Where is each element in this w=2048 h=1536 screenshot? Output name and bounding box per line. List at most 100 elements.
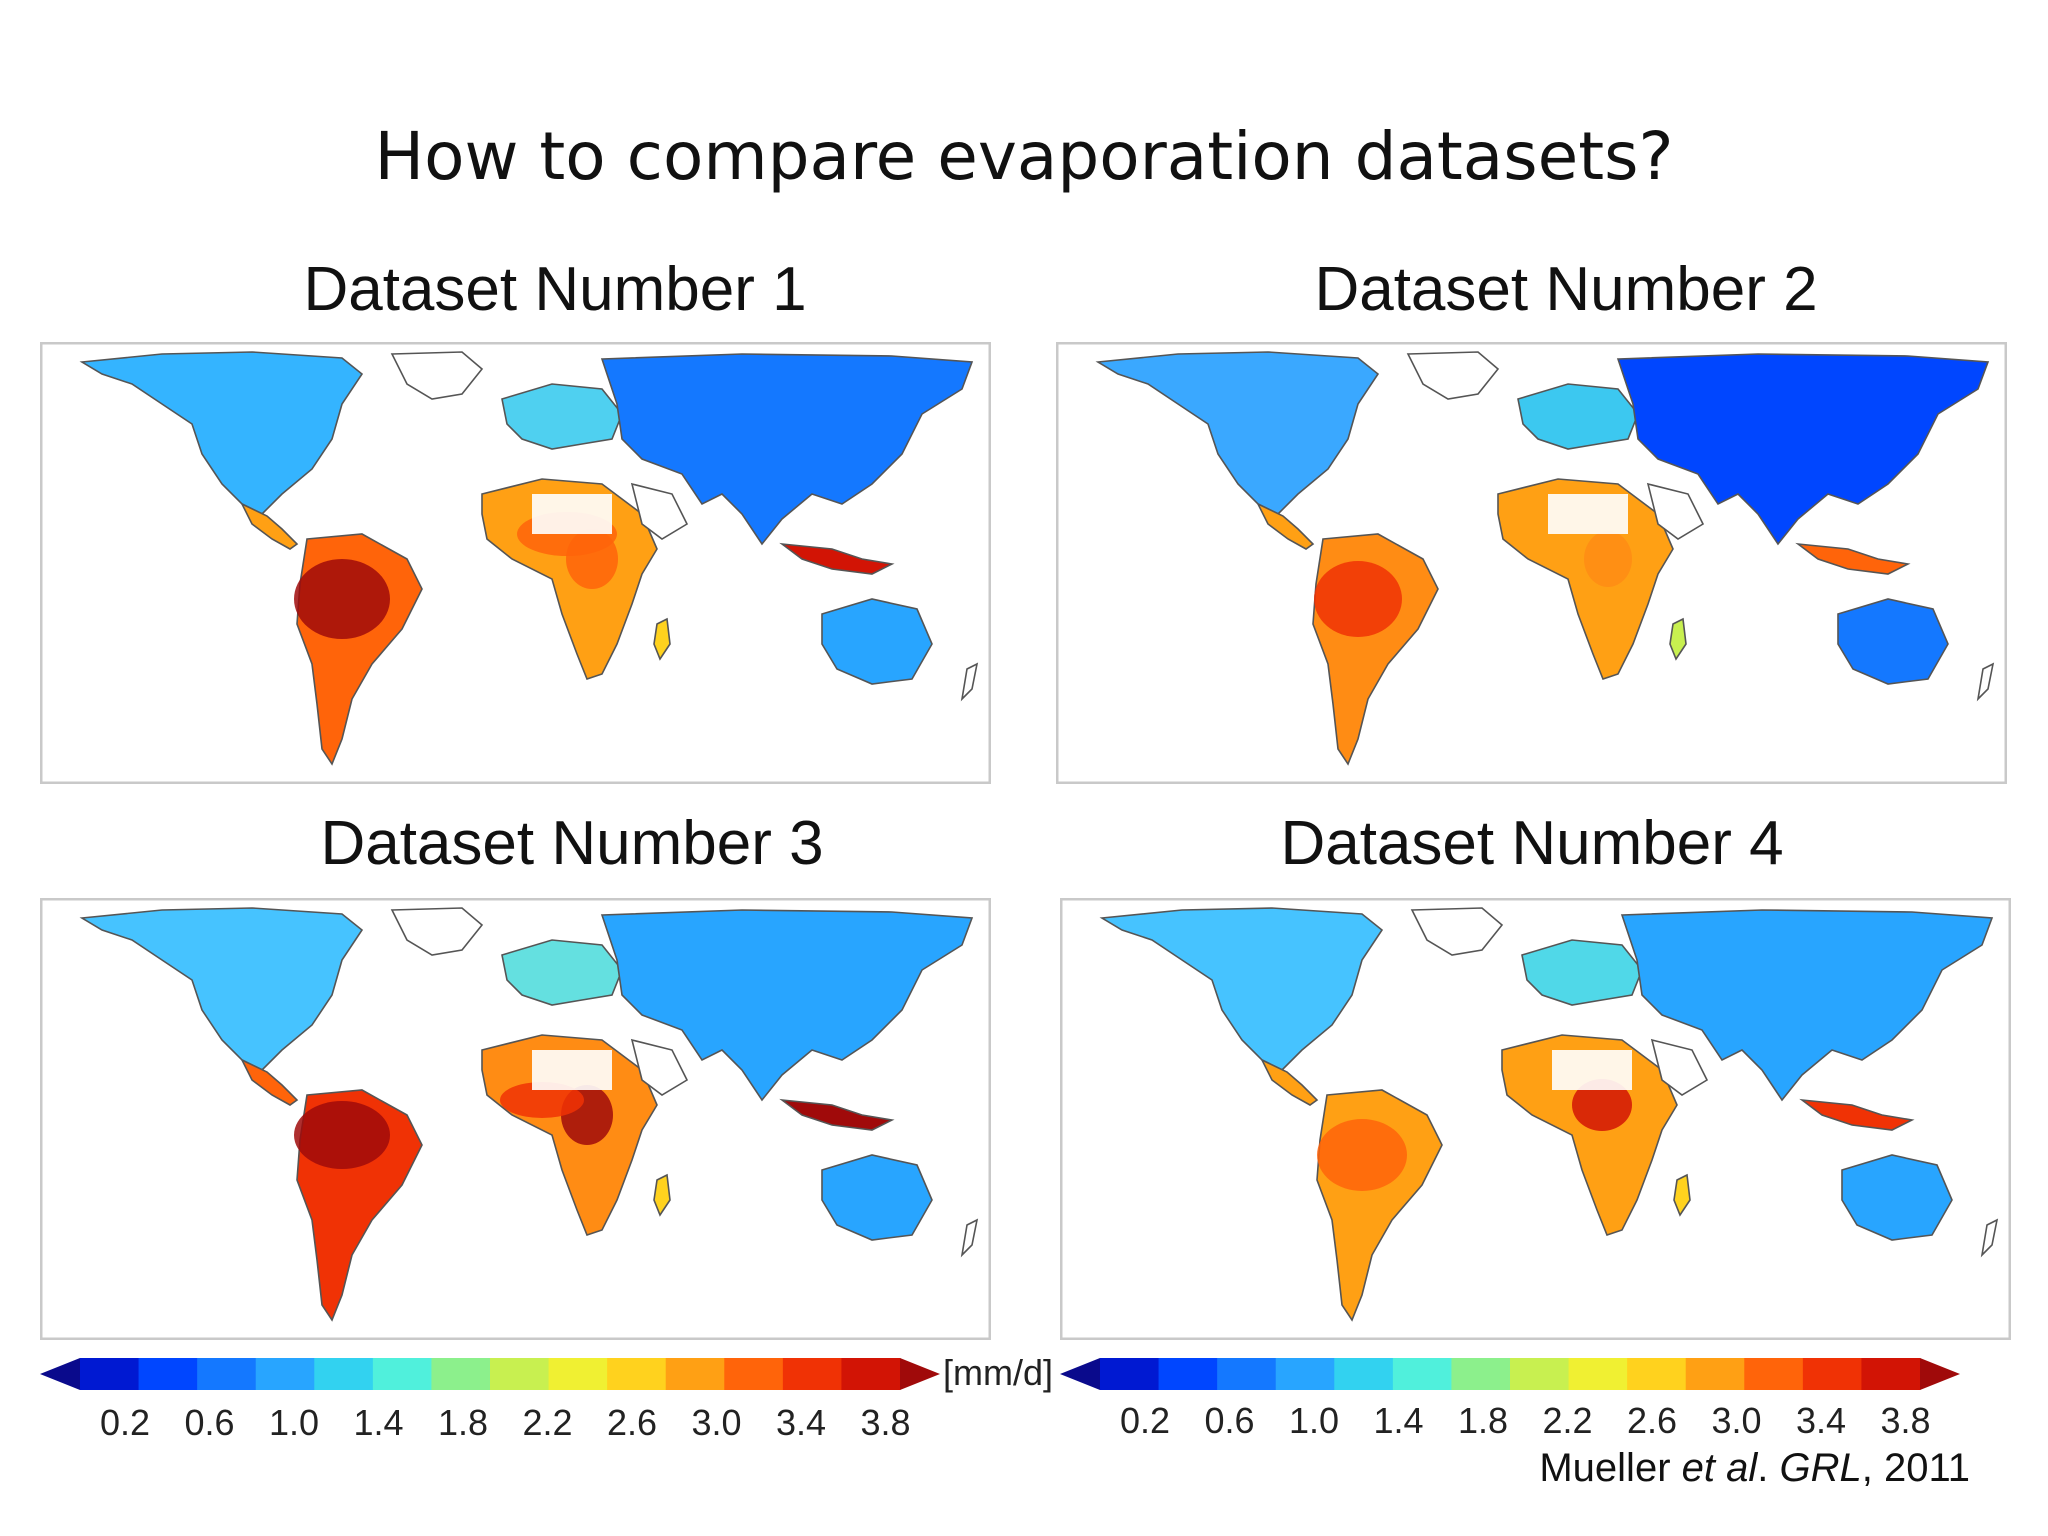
world-map-4 <box>1062 900 2009 1338</box>
landmass-australia <box>821 598 933 685</box>
landmass-europe <box>501 383 623 450</box>
landmass-greenland <box>1406 351 1500 400</box>
map-panel-3 <box>40 898 991 1340</box>
colorbar-swatch <box>431 1358 491 1390</box>
landmass-nz <box>1976 662 1995 702</box>
world-map-3 <box>42 900 989 1338</box>
colorbar-swatch <box>548 1358 608 1390</box>
landmass-nz <box>960 662 979 702</box>
landmass-arabia <box>630 482 689 540</box>
colorbar-tick-label: 2.2 <box>522 1402 573 1443</box>
colorbar-swatch <box>665 1358 725 1390</box>
colorbar-swatch <box>138 1358 198 1390</box>
landmass-nz <box>1980 1218 1999 1258</box>
colorbar-swatch <box>1158 1358 1218 1390</box>
citation-period: . <box>1757 1446 1769 1490</box>
colorbar-swatch <box>1861 1358 1921 1390</box>
landmass-nz <box>960 1218 979 1258</box>
panel-title-2: Dataset Number 2 <box>1314 255 1818 324</box>
colorbar-tick-label: 1.0 <box>268 1402 320 1443</box>
colorbar-swatch <box>255 1358 315 1390</box>
landmass-asia <box>600 909 974 1102</box>
colorbar-ticks-right: 0.2 0.6 1.0 1.4 1.8 2.2 2.6 3.0 3.4 3.8 <box>1060 1400 1960 1444</box>
landmass-centralAmerica <box>240 1058 299 1106</box>
citation: Mueller et al. GRL, 2011 <box>1539 1446 1970 1491</box>
colorbar-swatch <box>80 1358 140 1390</box>
colorbar-tick-label: 0.6 <box>1204 1400 1255 1441</box>
landmass-europe <box>501 939 623 1006</box>
colorbar-swatch <box>1100 1358 1160 1390</box>
colorbar-swatch <box>1451 1358 1511 1390</box>
landmass-northAmerica <box>79 907 364 1071</box>
landmass-madagascar <box>653 617 671 661</box>
landmass-asia <box>1620 909 1994 1102</box>
colorbar-swatch <box>607 1358 667 1390</box>
colorbar-right <box>1060 1358 1960 1390</box>
colorbar-swatch <box>1392 1358 1452 1390</box>
landmass-australia <box>1837 598 1949 685</box>
colorbar-tick-label: 1.4 <box>353 1402 404 1443</box>
colorbar-arrow-low <box>40 1358 80 1390</box>
landmass-madagascar <box>1669 617 1687 661</box>
slide-title: How to compare evaporation datasets? <box>374 118 1674 195</box>
colorbar-left <box>40 1358 940 1390</box>
colorbar-tick-label: 3.0 <box>691 1402 742 1443</box>
colorbar-swatch <box>1627 1358 1687 1390</box>
landmass-greenland <box>390 907 484 956</box>
map-panel-2 <box>1056 342 2007 784</box>
world-map-1 <box>42 344 989 782</box>
citation-etal: et al <box>1681 1446 1758 1490</box>
landmass-arabia <box>1650 1038 1709 1096</box>
colorbar-swatch <box>1217 1358 1277 1390</box>
colorbar-tick-label: 0.6 <box>184 1402 235 1443</box>
colorbar-swatch <box>1568 1358 1628 1390</box>
landmass-centralAmerica <box>1260 1058 1319 1106</box>
citation-journal: GRL <box>1779 1446 1862 1490</box>
colorbar-swatch <box>1744 1358 1804 1390</box>
panel-title-3: Dataset Number 3 <box>320 809 824 878</box>
colorbar-swatch <box>1510 1358 1570 1390</box>
landmass-indonesia <box>1795 542 1911 575</box>
colorbar-tick-label: 3.8 <box>860 1402 911 1443</box>
colorbar-ticks-left: 0.2 0.6 1.0 1.4 1.8 2.2 2.6 3.0 3.4 3.8 <box>40 1402 940 1446</box>
landmass-centralAmerica <box>1256 502 1315 550</box>
high-evaporation-region <box>1314 561 1402 637</box>
landmass-madagascar <box>1673 1173 1691 1217</box>
colorbar-tick-label: 2.6 <box>606 1402 658 1443</box>
colorbar-swatch <box>372 1358 432 1390</box>
colorbar-tick-label: 3.4 <box>1795 1400 1847 1441</box>
colorbar-tick-label: 1.0 <box>1288 1400 1340 1441</box>
sahara-no-data <box>532 494 612 534</box>
landmass-arabia <box>1646 482 1705 540</box>
landmass-northAmerica <box>1099 907 1384 1071</box>
high-evaporation-region <box>1572 1079 1632 1131</box>
colorbar-tick-label: 2.6 <box>1626 1400 1678 1441</box>
sahara-no-data <box>532 1050 612 1090</box>
landmass-indonesia <box>1799 1098 1915 1131</box>
landmass-greenland <box>390 351 484 400</box>
landmass-madagascar <box>653 1173 671 1217</box>
high-evaporation-region <box>1584 531 1632 587</box>
panel-title-4: Dataset Number 4 <box>1280 809 1784 878</box>
landmass-arabia <box>630 1038 689 1096</box>
colorbar-swatch <box>782 1358 842 1390</box>
map-panel-1 <box>40 342 991 784</box>
high-evaporation-region <box>294 559 390 639</box>
landmass-africa <box>1501 1034 1678 1236</box>
colorbar-swatch <box>841 1358 901 1390</box>
citation-year: , 2011 <box>1861 1446 1970 1490</box>
panel-title-1: Dataset Number 1 <box>303 255 807 324</box>
colorbar-swatch <box>1334 1358 1394 1390</box>
high-evaporation-region <box>1317 1119 1407 1191</box>
high-evaporation-region <box>294 1101 390 1169</box>
colorbar-tick-label: 0.2 <box>1119 1400 1171 1441</box>
landmass-asia <box>600 353 974 546</box>
map-panel-4 <box>1060 898 2011 1340</box>
colorbar-tick-label: 1.8 <box>1457 1400 1509 1441</box>
landmass-australia <box>1841 1154 1953 1241</box>
landmass-indonesia <box>779 542 895 575</box>
colorbar-tick-label: 3.8 <box>1880 1400 1931 1441</box>
world-map-2 <box>1058 344 2005 782</box>
sahara-no-data <box>1552 1050 1632 1090</box>
colorbar-swatch <box>1802 1358 1862 1390</box>
